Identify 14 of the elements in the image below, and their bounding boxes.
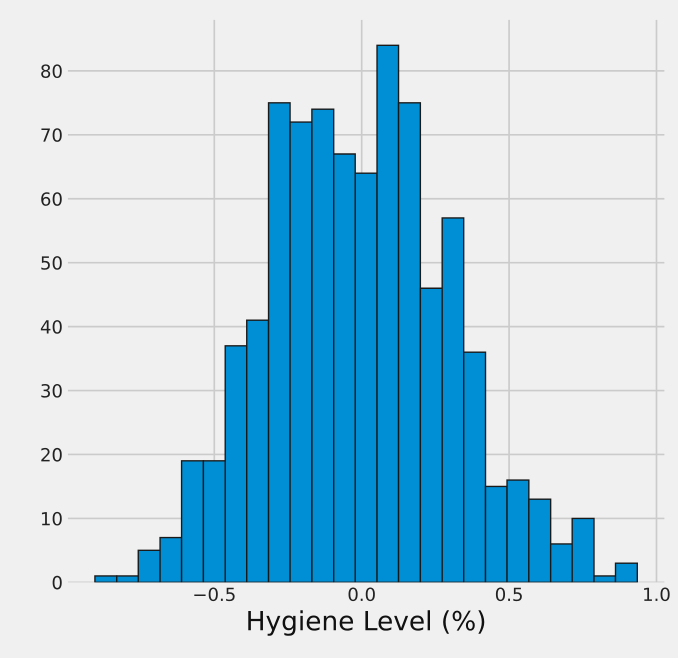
y-tick-label: 30 bbox=[41, 384, 62, 398]
x-tick-label: 1.0 bbox=[644, 588, 670, 602]
y-tick-label: 20 bbox=[41, 448, 62, 462]
y-tick-label: 60 bbox=[41, 192, 62, 206]
y-tick-label: 0 bbox=[52, 576, 62, 590]
y-tick-label: 50 bbox=[41, 256, 62, 270]
x-tick-label: 0.5 bbox=[496, 588, 522, 602]
y-tick-label: 10 bbox=[42, 512, 62, 526]
x-axis-title: Hygiene Level (%) bbox=[248, 610, 484, 636]
y-tick-label: 70 bbox=[41, 128, 62, 142]
y-tick-label: 40 bbox=[40, 320, 62, 334]
x-tick-label: −0.5 bbox=[194, 588, 235, 602]
x-tick-label: 0.0 bbox=[348, 588, 375, 602]
y-tick-label: 80 bbox=[41, 64, 62, 78]
